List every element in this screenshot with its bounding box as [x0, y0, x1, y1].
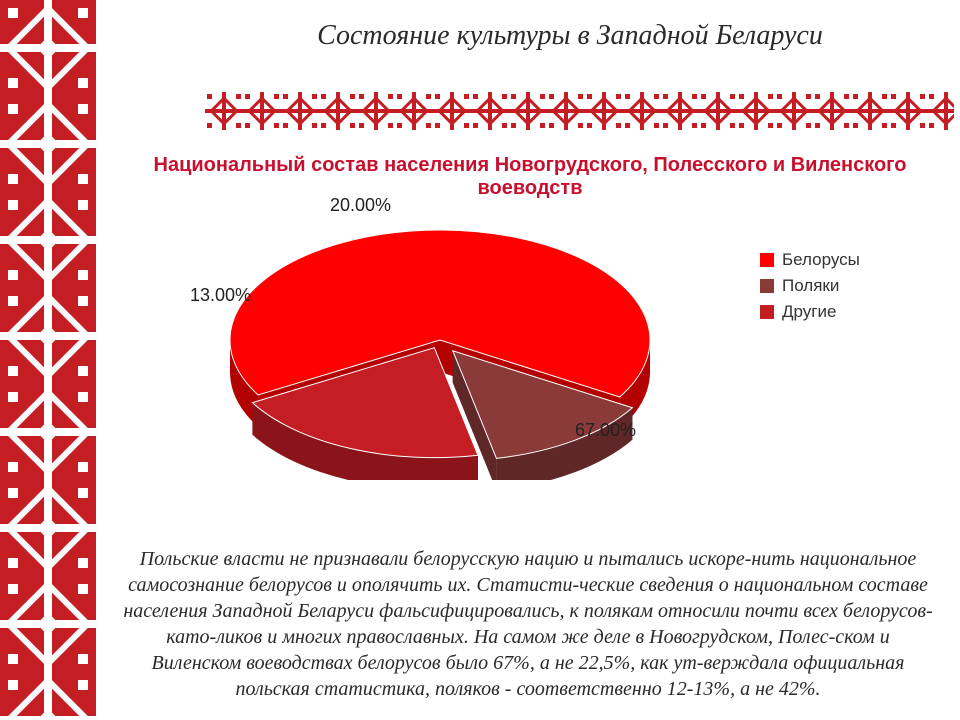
legend-item-drugie: Другие [760, 302, 860, 322]
page-title: Состояние культуры в Западной Беларуси [200, 20, 940, 52]
slice-label-belorusy: 67.00% [575, 420, 636, 441]
slice-label-polyaki: 13.00% [190, 285, 251, 306]
body-paragraph: Польские власти не признавали белорусску… [120, 546, 936, 702]
legend-swatch [760, 305, 774, 319]
legend-label: Другие [782, 302, 836, 322]
legend-item-belorusy: Белорусы [760, 250, 860, 270]
ornament-horizontal-band [205, 92, 954, 130]
legend-swatch [760, 279, 774, 293]
chart-legend: Белорусы Поляки Другие [760, 250, 860, 328]
pie-chart: 67.00% 13.00% 20.00% [130, 190, 750, 480]
ornament-left-panel [0, 0, 96, 720]
legend-label: Белорусы [782, 250, 860, 270]
legend-swatch [760, 253, 774, 267]
slice-label-drugie: 20.00% [330, 195, 391, 216]
legend-item-polyaki: Поляки [760, 276, 860, 296]
legend-label: Поляки [782, 276, 839, 296]
